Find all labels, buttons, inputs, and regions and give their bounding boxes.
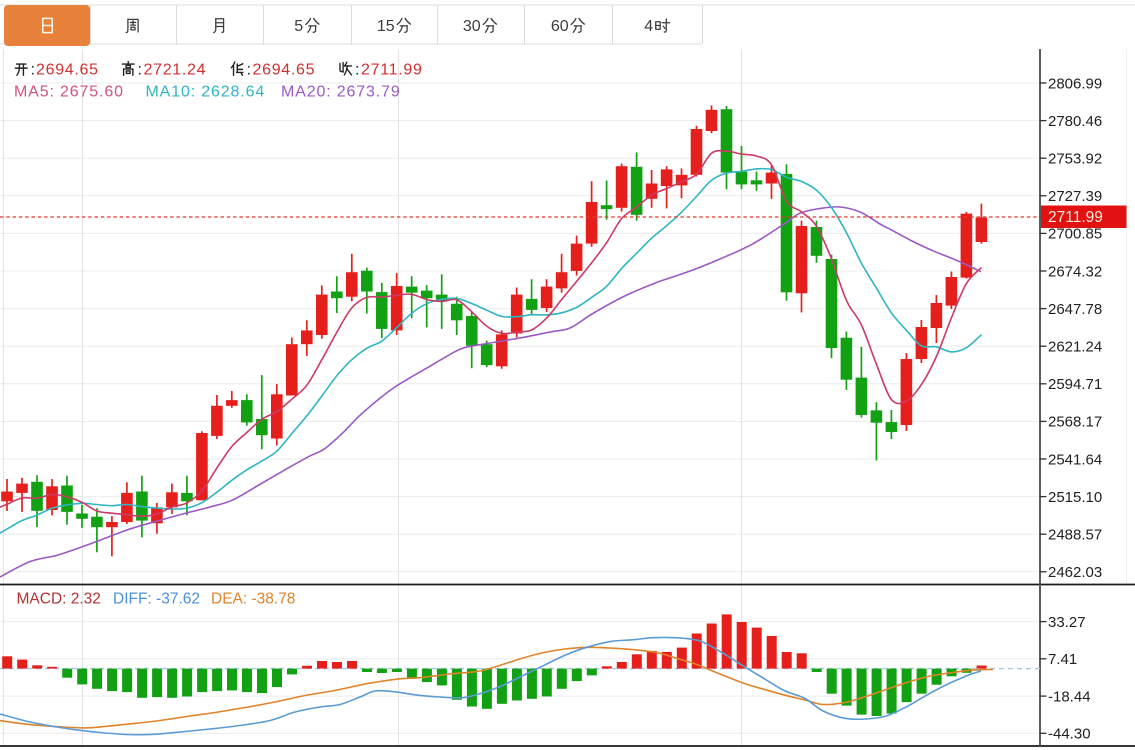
svg-text:4: 4 bbox=[644, 18, 653, 35]
svg-text:30: 30 bbox=[463, 18, 481, 35]
svg-text:33.27: 33.27 bbox=[1048, 614, 1086, 631]
svg-text:2711.99: 2711.99 bbox=[361, 61, 423, 78]
svg-text:60: 60 bbox=[551, 18, 569, 35]
svg-text:15: 15 bbox=[377, 18, 395, 35]
svg-text:2806.99: 2806.99 bbox=[1048, 75, 1102, 92]
svg-text:2727.39: 2727.39 bbox=[1048, 188, 1102, 205]
svg-text:DIFF: -37.62: DIFF: -37.62 bbox=[113, 590, 200, 607]
svg-text:DEA: -38.78: DEA: -38.78 bbox=[211, 590, 295, 607]
svg-text:2721.24: 2721.24 bbox=[144, 61, 207, 78]
svg-text:2621.24: 2621.24 bbox=[1048, 339, 1102, 356]
svg-text:2462.03: 2462.03 bbox=[1048, 564, 1102, 581]
svg-text:MA10: 2628.64: MA10: 2628.64 bbox=[146, 83, 266, 100]
svg-text::: : bbox=[355, 61, 359, 78]
svg-text:2541.64: 2541.64 bbox=[1048, 451, 1102, 468]
svg-text:2694.65: 2694.65 bbox=[36, 61, 99, 78]
svg-text:-18.44: -18.44 bbox=[1048, 688, 1091, 705]
svg-text:2711.99: 2711.99 bbox=[1048, 209, 1103, 226]
svg-text:2488.57: 2488.57 bbox=[1048, 527, 1102, 544]
svg-text:5: 5 bbox=[294, 18, 303, 35]
svg-text:2753.92: 2753.92 bbox=[1048, 151, 1102, 168]
svg-text:MA5: 2675.60: MA5: 2675.60 bbox=[14, 83, 124, 100]
svg-text:MACD: 2.32: MACD: 2.32 bbox=[17, 590, 101, 607]
svg-text:7.41: 7.41 bbox=[1048, 651, 1077, 668]
svg-text:2515.10: 2515.10 bbox=[1048, 489, 1102, 506]
svg-text:MA20: 2673.79: MA20: 2673.79 bbox=[281, 83, 401, 100]
svg-text:2780.46: 2780.46 bbox=[1048, 113, 1102, 130]
svg-text:2700.85: 2700.85 bbox=[1048, 226, 1102, 243]
svg-text:2694.65: 2694.65 bbox=[253, 61, 316, 78]
svg-text:-44.30: -44.30 bbox=[1048, 726, 1091, 743]
svg-text:2594.71: 2594.71 bbox=[1048, 376, 1102, 393]
svg-text::: : bbox=[247, 61, 251, 78]
svg-text::: : bbox=[31, 61, 35, 78]
svg-text:2647.78: 2647.78 bbox=[1048, 301, 1102, 318]
svg-text::: : bbox=[138, 61, 142, 78]
svg-text:2568.17: 2568.17 bbox=[1048, 414, 1102, 431]
svg-text:2674.32: 2674.32 bbox=[1048, 263, 1102, 280]
